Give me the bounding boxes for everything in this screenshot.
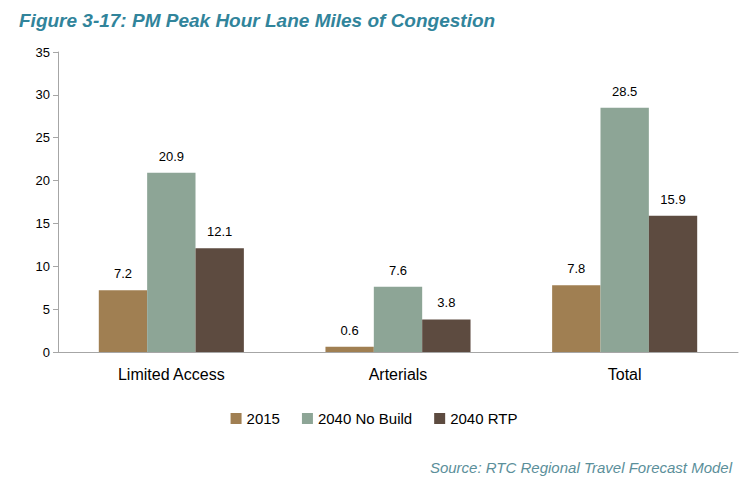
svg-text:0: 0 <box>43 345 50 360</box>
svg-text:35: 35 <box>36 45 50 60</box>
svg-text:Figure 3-17: PM Peak Hour Lane: Figure 3-17: PM Peak Hour Lane Miles of … <box>19 10 495 31</box>
svg-text:5: 5 <box>43 302 50 317</box>
svg-text:0.6: 0.6 <box>341 323 359 338</box>
svg-text:Arterials: Arterials <box>369 366 428 383</box>
svg-text:15: 15 <box>36 216 50 231</box>
svg-text:2040 No Build: 2040 No Build <box>318 410 412 427</box>
svg-text:7.2: 7.2 <box>114 266 132 281</box>
svg-text:28.5: 28.5 <box>612 84 637 99</box>
svg-text:25: 25 <box>36 130 50 145</box>
svg-text:10: 10 <box>36 259 50 274</box>
svg-text:7.8: 7.8 <box>567 261 585 276</box>
svg-text:Limited Access: Limited Access <box>118 366 225 383</box>
svg-text:12.1: 12.1 <box>207 224 232 239</box>
svg-text:Source: RTC Regional Travel Fo: Source: RTC Regional Travel Forecast Mod… <box>430 459 733 476</box>
svg-text:30: 30 <box>36 87 50 102</box>
svg-text:Total: Total <box>608 366 642 383</box>
svg-text:2015: 2015 <box>247 410 280 427</box>
svg-text:3.8: 3.8 <box>437 295 455 310</box>
svg-text:20.9: 20.9 <box>159 149 184 164</box>
svg-text:15.9: 15.9 <box>660 192 685 207</box>
svg-text:20: 20 <box>36 173 50 188</box>
svg-text:2040 RTP: 2040 RTP <box>450 410 517 427</box>
svg-text:7.6: 7.6 <box>389 263 407 278</box>
